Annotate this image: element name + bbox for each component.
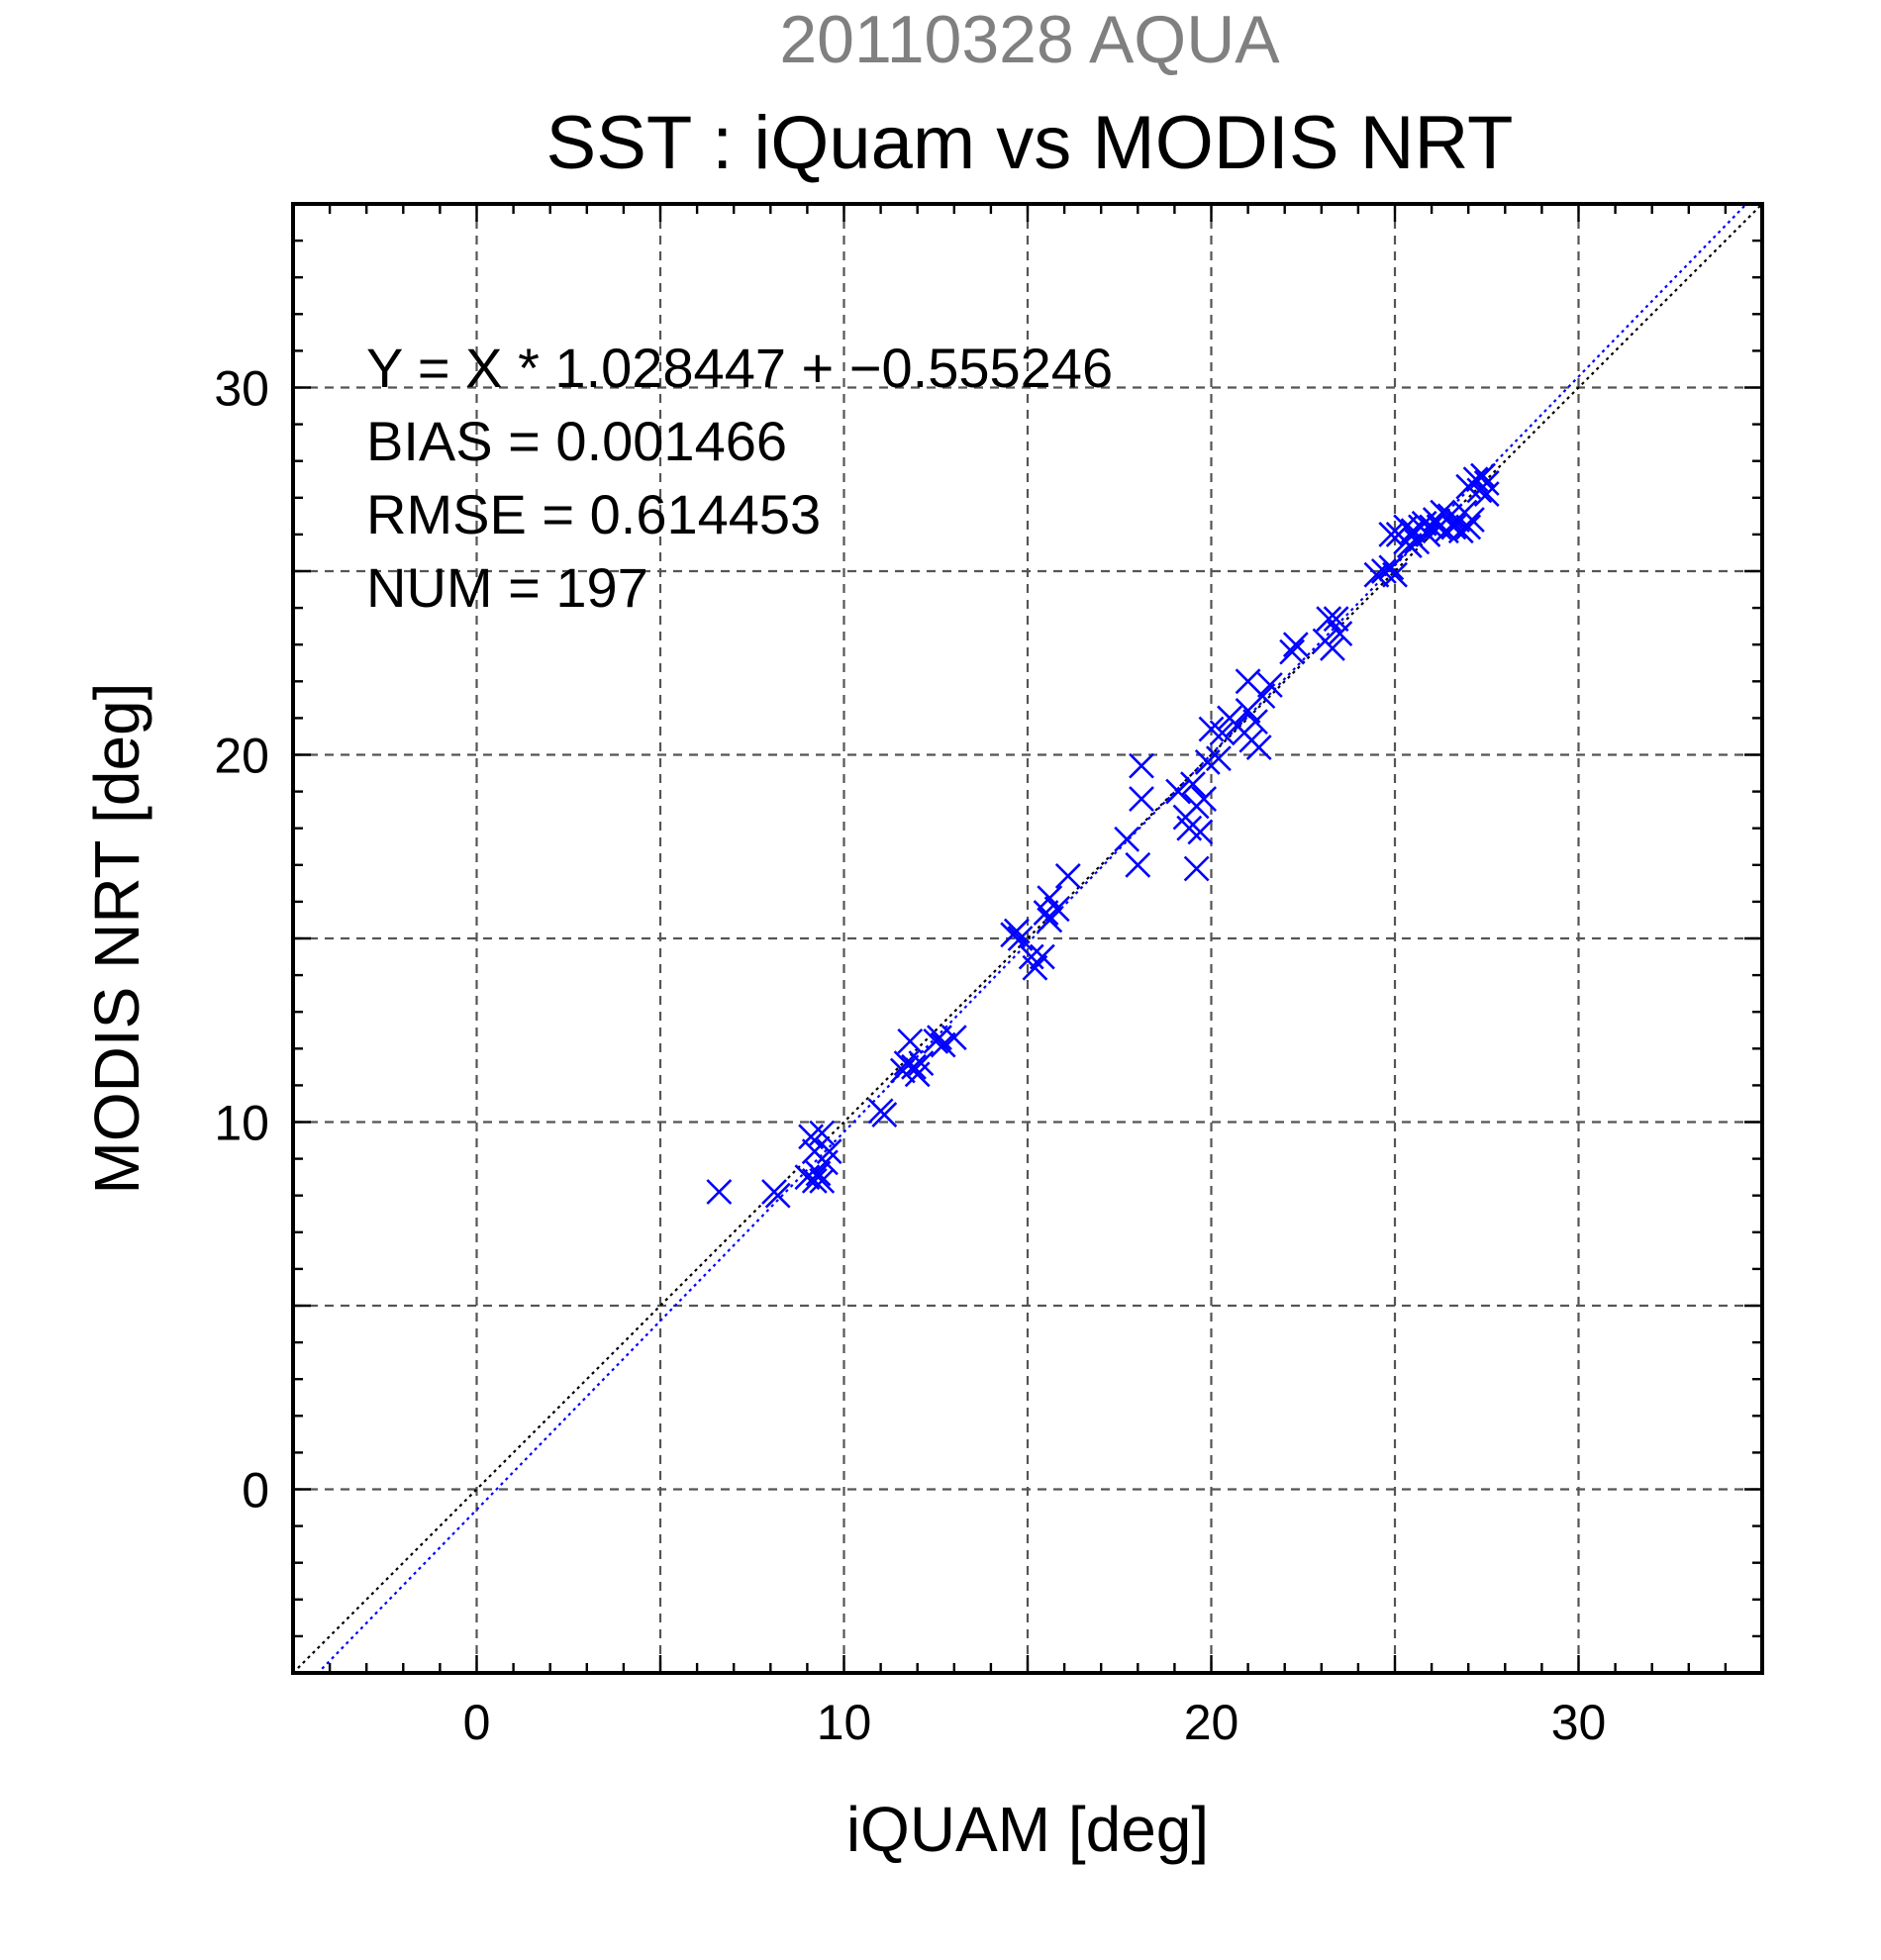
data-point xyxy=(1282,632,1309,658)
stats-annotation: Y = X * 1.028447 + −0.555246 BIAS = 0.00… xyxy=(366,337,1113,619)
data-point xyxy=(1473,481,1500,508)
data-point xyxy=(1323,606,1349,633)
x-tick-label: 30 xyxy=(1551,1695,1607,1750)
data-point xyxy=(1249,683,1276,710)
data-point xyxy=(1316,606,1342,633)
data-point xyxy=(1378,521,1405,547)
data-point xyxy=(1279,638,1306,665)
data-point xyxy=(1037,907,1063,933)
regression-equation: Y = X * 1.028447 + −0.555246 xyxy=(366,337,1113,399)
data-point xyxy=(1180,771,1206,798)
tick-labels: 0 10 20 30 0 10 20 30 xyxy=(214,361,1606,1751)
y-tick-label: 0 xyxy=(242,1463,269,1519)
data-point xyxy=(1007,926,1034,951)
bias-value: BIAS = 0.001466 xyxy=(366,410,787,472)
data-point xyxy=(1473,470,1500,496)
x-axis-label: iQUAM [deg] xyxy=(846,1794,1209,1865)
data-point xyxy=(1114,826,1140,852)
figure-supertitle: 20110328 AQUA xyxy=(779,2,1280,77)
num-value: NUM = 197 xyxy=(366,556,648,619)
chart-title: SST : iQuam vs MODIS NRT xyxy=(546,101,1514,185)
data-point xyxy=(1382,561,1408,588)
rmse-value: RMSE = 0.614453 xyxy=(366,483,821,545)
data-point xyxy=(1363,561,1390,588)
grid-lines xyxy=(293,204,1762,1673)
data-point xyxy=(1165,778,1192,805)
data-point xyxy=(1396,533,1423,558)
data-point xyxy=(816,1138,842,1165)
data-point xyxy=(871,1102,898,1127)
data-point xyxy=(1458,507,1485,533)
data-point xyxy=(930,1031,956,1058)
data-points xyxy=(706,462,1500,1209)
data-point xyxy=(1242,709,1268,735)
data-point xyxy=(1029,943,1055,970)
data-point xyxy=(1003,918,1030,944)
data-point xyxy=(706,1179,733,1205)
data-point xyxy=(805,1160,832,1187)
data-point xyxy=(1206,745,1232,772)
data-point xyxy=(764,1182,791,1209)
data-point xyxy=(1187,819,1214,845)
data-point xyxy=(901,1053,927,1080)
data-point xyxy=(1245,735,1272,760)
data-point xyxy=(801,1167,828,1194)
x-tick-label: 10 xyxy=(817,1695,872,1750)
data-point xyxy=(1320,635,1345,661)
data-point xyxy=(809,1120,836,1146)
data-point xyxy=(1183,855,1210,882)
data-point xyxy=(1470,462,1496,489)
data-point xyxy=(897,1028,924,1054)
data-point xyxy=(1378,554,1405,581)
data-point xyxy=(1125,851,1151,878)
data-point xyxy=(940,1025,967,1051)
y-tick-label: 10 xyxy=(214,1096,269,1151)
y-tick-label: 20 xyxy=(214,729,269,784)
y-axis-label: MODIS NRT [deg] xyxy=(81,683,152,1195)
data-point xyxy=(1037,885,1063,912)
data-point xyxy=(1129,752,1154,779)
data-point xyxy=(1022,954,1048,981)
data-point xyxy=(1256,672,1283,698)
data-point xyxy=(1043,896,1070,923)
data-point xyxy=(1455,514,1482,540)
y-tick-label: 30 xyxy=(214,361,269,417)
data-point xyxy=(1191,786,1217,812)
x-tick-label: 20 xyxy=(1184,1695,1239,1750)
plot-frame xyxy=(291,202,1764,1675)
data-point xyxy=(1129,786,1154,812)
data-point xyxy=(908,1050,935,1077)
data-point xyxy=(1419,514,1445,540)
data-point xyxy=(1327,621,1353,646)
x-tick-label: 0 xyxy=(463,1695,491,1750)
data-point xyxy=(1054,863,1081,889)
data-point xyxy=(1209,720,1236,746)
